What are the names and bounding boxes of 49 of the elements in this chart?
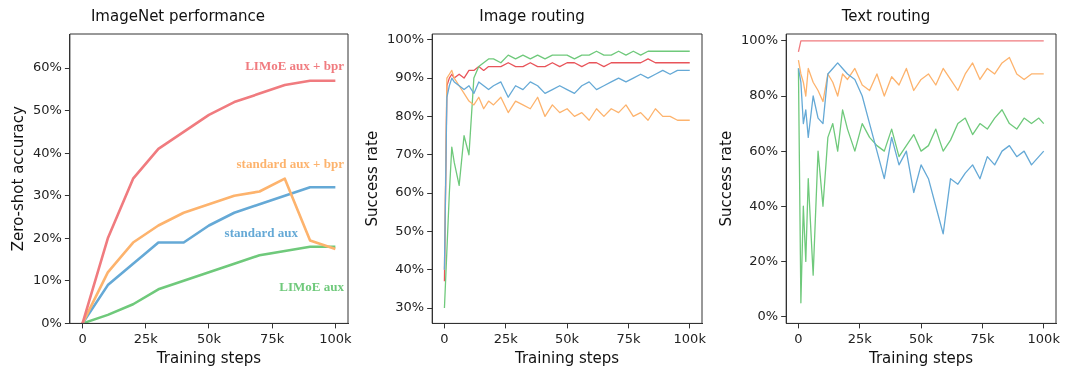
y-tick-label: 90% <box>395 69 425 85</box>
y-tick-label: 70% <box>395 146 425 162</box>
x-tick-label: 25k <box>493 330 519 346</box>
x-tick-label: 100k <box>319 330 352 346</box>
y-tick-label: 0% <box>757 307 779 323</box>
y-tick-label: 60% <box>749 142 779 158</box>
x-tick-label: 75k <box>970 330 995 346</box>
y-tick-label: 0% <box>41 314 62 330</box>
x-tick-label: 0 <box>78 330 87 346</box>
x-tick-label: 75k <box>616 330 641 346</box>
y-tick-label: 50% <box>32 101 62 117</box>
y-tick-label: 30% <box>32 187 62 203</box>
series-label: standard aux + bpr <box>236 155 345 171</box>
y-tick-label: 40% <box>395 261 425 277</box>
x-tick-label: 50k <box>196 330 222 346</box>
chart-title: Image routing <box>479 6 585 25</box>
y-tick-label: 80% <box>749 87 779 103</box>
x-tick-label: 0 <box>794 330 803 346</box>
x-tick-label: 100k <box>1027 330 1061 346</box>
x-tick-label: 50k <box>909 330 934 346</box>
chart-title: ImageNet performance <box>90 6 266 25</box>
y-axis-title: Zero-shot accuracy <box>8 106 27 252</box>
text: LIMoE aux <box>279 279 345 295</box>
x-axis-title: Training steps <box>513 348 620 367</box>
y-tick-label: 20% <box>749 252 779 268</box>
y-tick-label: 60% <box>32 59 62 75</box>
x-axis-title: Training steps <box>867 348 974 367</box>
y-tick-label: 50% <box>395 222 425 238</box>
series-label: standard aux <box>224 224 299 240</box>
x-tick-label: 25k <box>847 330 873 346</box>
x-tick-label: 100k <box>673 330 707 346</box>
y-tick-label: 40% <box>749 197 779 213</box>
y-tick-label: 20% <box>32 229 62 245</box>
chart-title: Text routing <box>840 6 931 25</box>
x-tick-label: 25k <box>133 330 159 346</box>
y-tick-label: 60% <box>395 184 425 200</box>
x-tick-label: 0 <box>440 330 449 346</box>
y-tick-label: 100% <box>386 31 425 47</box>
y-tick-label: 80% <box>395 107 425 123</box>
y-axis-title: Success rate <box>362 130 381 227</box>
y-axis-title: Success rate <box>716 130 735 227</box>
y-tick-label: 40% <box>32 144 62 160</box>
x-axis-title: Training steps <box>155 348 262 367</box>
y-tick-label: 30% <box>395 299 425 315</box>
y-tick-label: 100% <box>740 32 779 48</box>
x-tick-label: 75k <box>260 330 285 346</box>
x-tick-label: 50k <box>555 330 580 346</box>
series-label: LIMoE aux + bpr <box>245 57 345 73</box>
y-tick-label: 10% <box>32 272 62 288</box>
